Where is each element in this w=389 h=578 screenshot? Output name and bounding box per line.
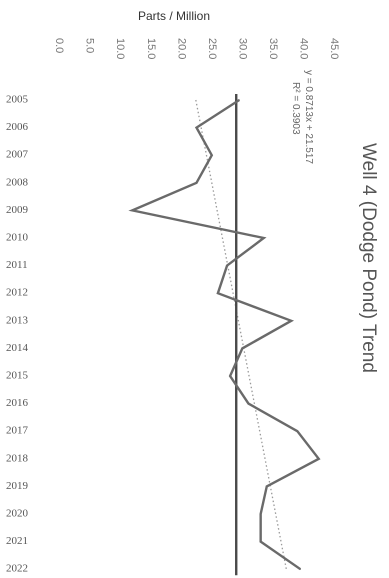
value-tick-label: 10.0 <box>114 38 126 59</box>
category-label: 2013 <box>6 314 29 326</box>
data-point <box>247 403 250 405</box>
data-point <box>229 375 231 377</box>
data-point <box>195 127 198 129</box>
category-label: 2012 <box>6 287 28 299</box>
data-point <box>241 347 243 349</box>
data-point <box>263 237 265 239</box>
value-axis-ticks: 0.0 5.0 10.0 15.0 20.0 25.0 30.0 35.0 40.0 45.0 <box>53 38 340 59</box>
category-label: 2019 <box>6 480 29 492</box>
value-tick-label: 45.0 <box>328 38 340 59</box>
series-line <box>128 98 321 571</box>
category-axis-labels: 2005 2006 2007 2008 2009 2010 2011 2012 2013 2014… <box>6 94 29 575</box>
value-tick-label: 30.0 <box>236 38 248 59</box>
category-label: 2009 <box>6 204 29 216</box>
data-point <box>260 513 262 515</box>
data-point <box>266 485 268 487</box>
category-label: 2020 <box>6 508 29 520</box>
category-label: 2010 <box>6 232 29 244</box>
value-tick-label: 15.0 <box>145 38 157 59</box>
data-point <box>217 292 219 294</box>
data-point <box>131 209 133 211</box>
data-point <box>195 182 198 184</box>
category-label: 2015 <box>6 370 29 382</box>
trendline-r-squared-text: R² = 0.3903 <box>290 82 301 135</box>
chart-title: Well 4 (Dodge Pond) Trend <box>358 143 379 373</box>
category-label: 2022 <box>6 563 28 575</box>
trendline-equation-text: y = 0.8713x + 21.517 <box>303 70 314 164</box>
category-label: 2005 <box>6 94 29 106</box>
category-label: 2006 <box>6 121 29 133</box>
data-point <box>211 154 213 156</box>
value-tick-label: 35.0 <box>267 38 279 59</box>
value-tick-label: 40.0 <box>298 38 310 59</box>
value-axis-label: Parts / Million <box>138 9 210 23</box>
data-point <box>296 430 298 432</box>
value-tick-label: 5.0 <box>84 38 96 53</box>
category-label: 2018 <box>6 452 29 464</box>
value-tick-label: 20.0 <box>175 38 187 59</box>
category-label: 2011 <box>6 259 28 271</box>
category-label: 2008 <box>6 176 29 188</box>
category-label: 2017 <box>6 425 29 437</box>
value-tick-label: 0.0 <box>53 38 65 53</box>
category-label: 2014 <box>6 342 29 354</box>
data-point <box>318 458 320 460</box>
trendline <box>195 99 287 570</box>
value-tick-label: 25.0 <box>206 38 218 59</box>
category-label: 2021 <box>6 535 28 547</box>
plot-area <box>128 94 321 576</box>
data-point <box>299 568 301 570</box>
data-point <box>290 320 292 322</box>
category-label: 2016 <box>6 397 29 409</box>
data-point <box>238 99 240 101</box>
category-label: 2007 <box>6 149 29 161</box>
data-point <box>260 541 262 543</box>
data-point <box>226 265 228 267</box>
trendline-equation: y = 0.8713x + 21.517 R² = 0.3903 <box>290 70 314 164</box>
